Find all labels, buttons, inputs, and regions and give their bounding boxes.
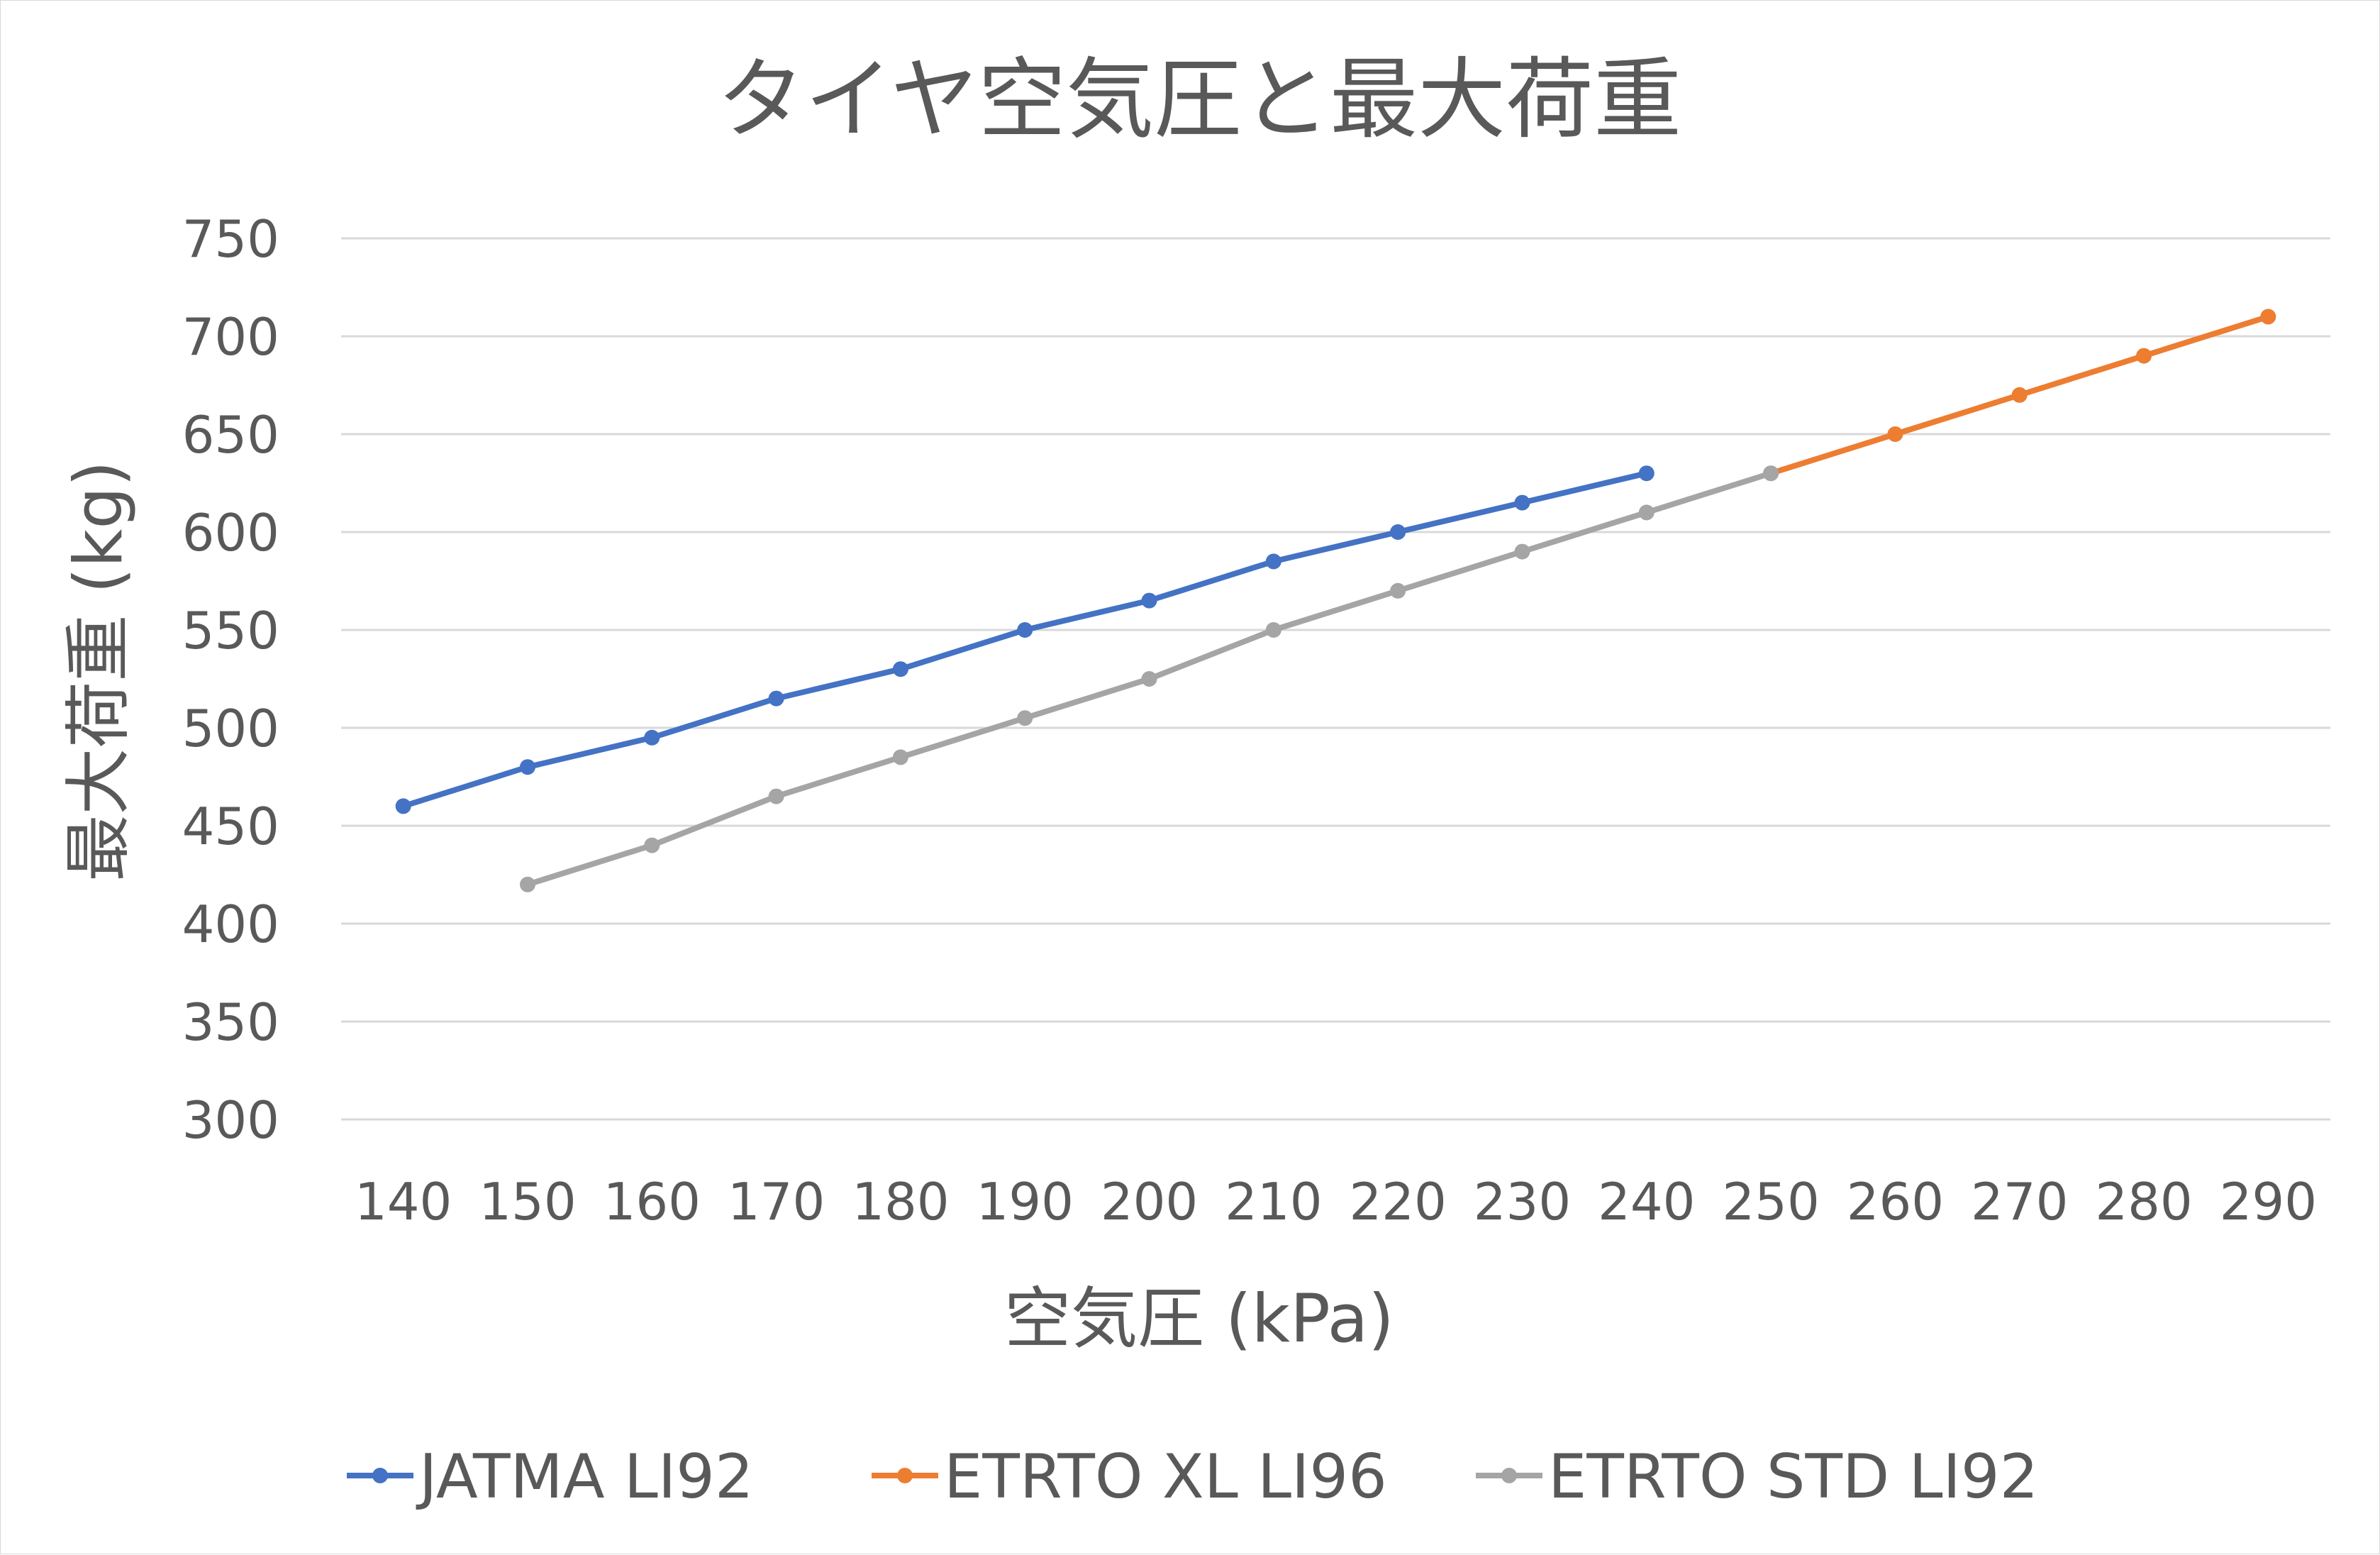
data-point xyxy=(519,876,535,892)
data-point xyxy=(1763,465,1779,482)
y-axis-tick-labels: 300 350 400 450 500 550 600 650 700 750 xyxy=(182,209,279,1150)
x-tick-label: 160 xyxy=(604,1172,701,1232)
x-tick-label: 150 xyxy=(479,1172,576,1232)
data-point xyxy=(2011,387,2028,403)
data-point xyxy=(1514,543,1530,560)
data-point xyxy=(519,759,535,775)
data-point xyxy=(1017,710,1033,726)
chart-title: タイヤ空気圧と最大荷重 xyxy=(717,49,1681,151)
x-tick-label: 270 xyxy=(1971,1172,2068,1232)
data-point xyxy=(892,749,908,765)
data-point xyxy=(892,661,908,677)
legend-label: JATMA LI92 xyxy=(416,1441,754,1512)
data-point xyxy=(768,690,784,707)
legend-label: ETRTO XL LI96 xyxy=(944,1441,1387,1512)
x-tick-label: 200 xyxy=(1101,1172,1198,1232)
data-point xyxy=(1141,671,1157,687)
data-point xyxy=(1887,426,1903,442)
legend-swatch-marker xyxy=(372,1468,388,1483)
x-tick-label: 180 xyxy=(852,1172,949,1232)
y-tick-label: 500 xyxy=(182,699,279,758)
gridlines xyxy=(341,237,2330,1121)
series-jatma-li92 xyxy=(395,465,1655,814)
series-line xyxy=(400,470,1650,809)
x-tick-label: 210 xyxy=(1225,1172,1322,1232)
y-tick-label: 550 xyxy=(182,601,279,660)
legend-item: JATMA LI92 xyxy=(347,1441,754,1512)
x-tick-label: 290 xyxy=(2220,1172,2317,1232)
x-tick-label: 280 xyxy=(2095,1172,2192,1232)
y-tick-label: 750 xyxy=(182,209,279,269)
y-tick-label: 450 xyxy=(182,797,279,856)
data-point xyxy=(1265,553,1281,570)
data-point xyxy=(1390,582,1406,599)
x-tick-label: 260 xyxy=(1847,1172,1944,1232)
series-etrto-xl-li96 xyxy=(1763,309,2276,482)
legend: JATMA LI92 ETRTO XL LI96 ETRTO STD LI92 xyxy=(347,1441,2038,1512)
x-tick-label: 230 xyxy=(1474,1172,1571,1232)
data-point xyxy=(1638,504,1655,521)
data-point xyxy=(395,798,411,814)
x-axis-tick-labels: 140 150 160 170 180 190 200 210 220 230 240 250 260 2… xyxy=(355,1172,2317,1232)
y-tick-label: 600 xyxy=(182,503,279,563)
data-point xyxy=(644,837,660,853)
x-tick-label: 170 xyxy=(728,1172,825,1232)
data-point xyxy=(2136,348,2152,364)
data-point xyxy=(1141,592,1157,609)
data-point xyxy=(768,788,784,804)
legend-swatch-marker xyxy=(1501,1468,1517,1483)
legend-swatch-marker xyxy=(897,1468,913,1483)
legend-item: ETRTO XL LI96 xyxy=(872,1441,1387,1512)
x-tick-label: 240 xyxy=(1598,1172,1695,1232)
x-tick-label: 190 xyxy=(977,1172,1074,1232)
data-point xyxy=(2260,309,2276,325)
y-tick-label: 350 xyxy=(182,992,279,1052)
data-point xyxy=(1514,494,1530,511)
y-axis-title: 最大荷重 (kg) xyxy=(60,460,138,881)
data-point xyxy=(1638,465,1655,482)
series-etrto-std-li92 xyxy=(519,465,1779,892)
x-tick-label: 220 xyxy=(1349,1172,1446,1232)
data-point xyxy=(644,729,660,746)
x-tick-label: 140 xyxy=(355,1172,452,1232)
series-lines xyxy=(395,309,2276,892)
data-point xyxy=(1390,524,1406,540)
x-tick-label: 250 xyxy=(1722,1172,1819,1232)
y-tick-label: 700 xyxy=(182,307,279,367)
legend-label: ETRTO STD LI92 xyxy=(1548,1441,2038,1512)
legend-item: ETRTO STD LI92 xyxy=(1476,1441,2038,1512)
y-tick-label: 650 xyxy=(182,405,279,465)
y-tick-label: 400 xyxy=(182,895,279,954)
x-axis-title: 空気圧 (kPa) xyxy=(1004,1280,1394,1358)
data-point xyxy=(1265,622,1281,638)
data-point xyxy=(1017,622,1033,638)
y-tick-label: 300 xyxy=(182,1090,279,1150)
